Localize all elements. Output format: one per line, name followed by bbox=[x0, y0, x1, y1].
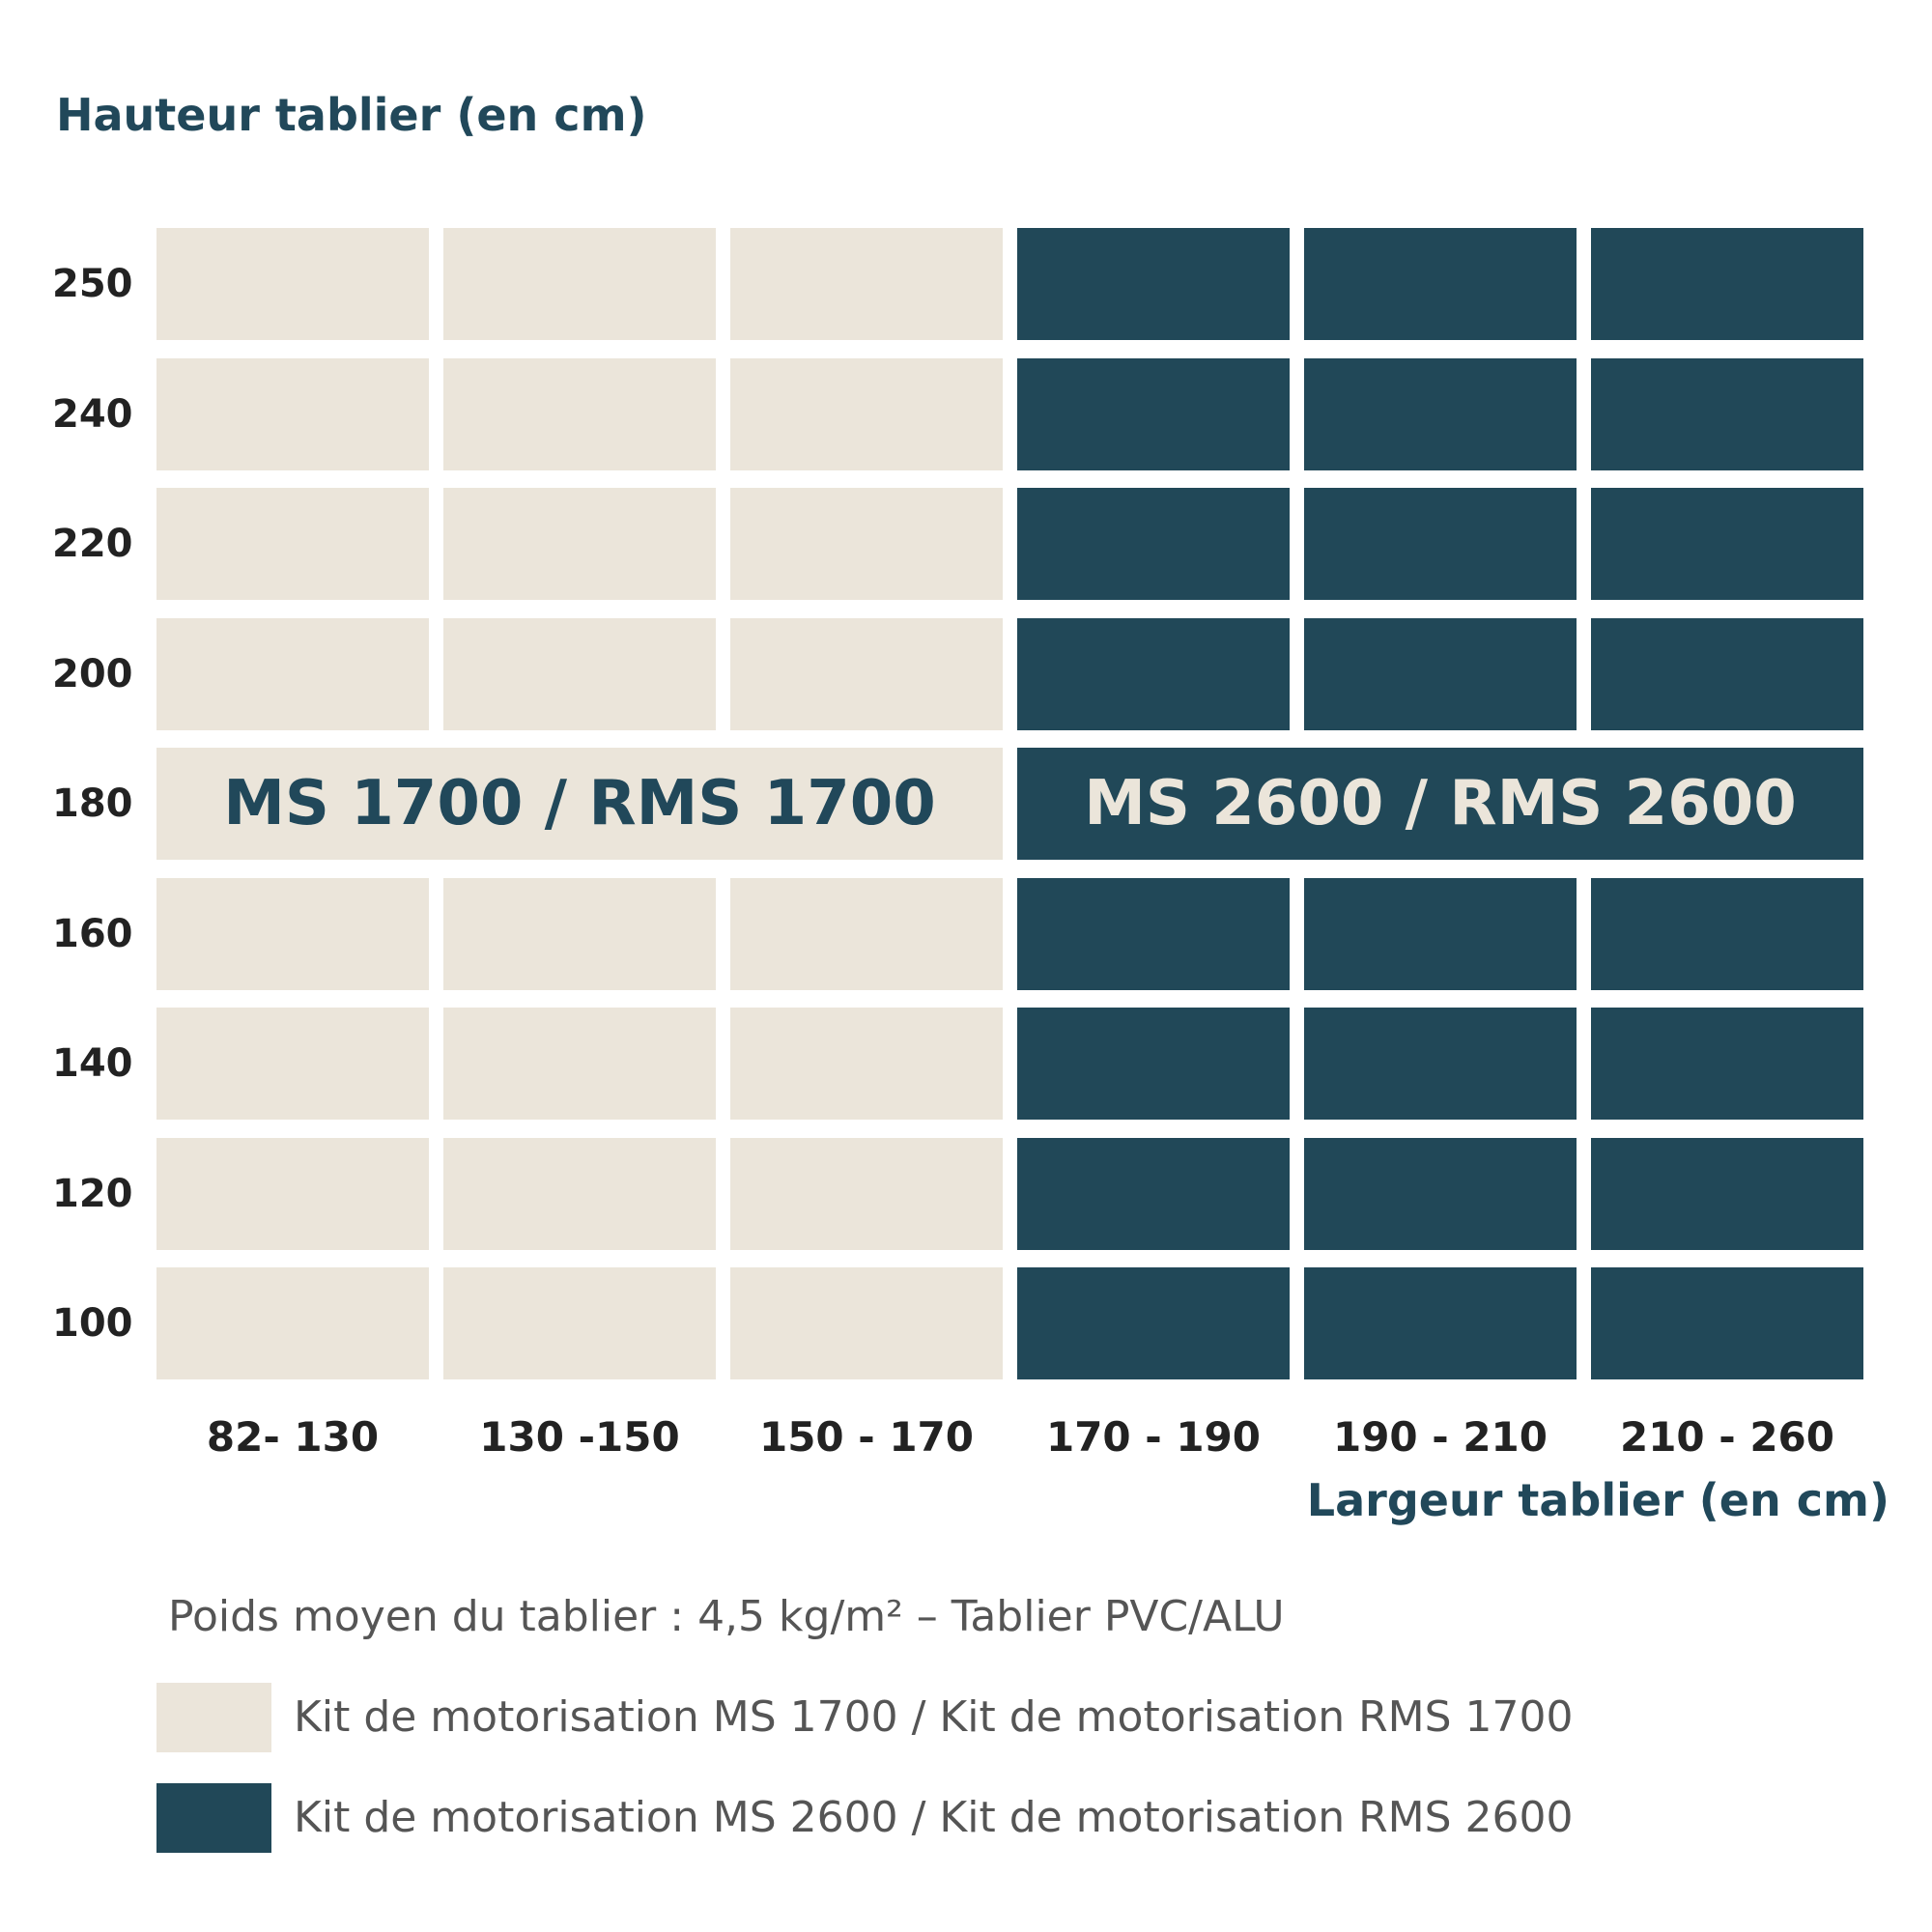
heatmap-cell bbox=[1591, 617, 1863, 730]
x-axis-title: Largeur tablier (en cm) bbox=[1306, 1474, 1889, 1526]
y-tick-label: 160 bbox=[52, 911, 133, 956]
heatmap-cell bbox=[443, 1137, 716, 1250]
heatmap-cell bbox=[1591, 1267, 1863, 1379]
heatmap-cell bbox=[1017, 877, 1290, 990]
heatmap-cell bbox=[1017, 357, 1290, 470]
heatmap-cell bbox=[730, 1008, 1003, 1120]
x-tick-label: 210 - 260 bbox=[1619, 1413, 1835, 1461]
heatmap-cell bbox=[156, 877, 429, 990]
x-tick-label: 150 - 170 bbox=[758, 1413, 975, 1461]
legend-label-ms2600: Kit de motorisation MS 2600 / Kit de mot… bbox=[294, 1793, 1574, 1842]
heatmap-cell bbox=[443, 357, 716, 470]
heatmap-cell bbox=[1017, 1008, 1290, 1120]
heatmap-cell bbox=[1304, 357, 1577, 470]
heatmap-cell bbox=[730, 1137, 1003, 1250]
heatmap-cell bbox=[1304, 877, 1577, 990]
x-tick-label: 82- 130 bbox=[206, 1413, 380, 1461]
heatmap-cell bbox=[1591, 228, 1863, 340]
heatmap-cell bbox=[156, 1137, 429, 1250]
heatmap-cell bbox=[1017, 228, 1290, 340]
heatmap-cell bbox=[730, 488, 1003, 600]
heatmap-cell bbox=[730, 877, 1003, 990]
y-tick-label: 140 bbox=[52, 1041, 133, 1086]
legend-swatch-ms2600 bbox=[156, 1783, 271, 1853]
band-label-ms1700: MS 1700 / RMS 1700 bbox=[156, 748, 1003, 860]
legend-label-ms1700: Kit de motorisation MS 1700 / Kit de mot… bbox=[294, 1692, 1574, 1742]
heatmap-cell bbox=[1017, 1137, 1290, 1250]
x-tick-label: 130 -150 bbox=[479, 1413, 680, 1461]
heatmap-cell bbox=[1591, 1137, 1863, 1250]
heatmap-cell bbox=[443, 488, 716, 600]
y-tick-label: 250 bbox=[52, 262, 133, 306]
heatmap-cell bbox=[156, 1008, 429, 1120]
heatmap-cell bbox=[1591, 488, 1863, 600]
heatmap-cell bbox=[443, 617, 716, 730]
heatmap-cell bbox=[730, 1267, 1003, 1379]
heatmap-cell bbox=[730, 228, 1003, 340]
y-tick-label: 180 bbox=[52, 781, 133, 826]
y-tick-label: 200 bbox=[52, 651, 133, 696]
heatmap-cell bbox=[156, 617, 429, 730]
heatmap-cell bbox=[1304, 1008, 1577, 1120]
heatmap-cell bbox=[443, 1267, 716, 1379]
heatmap-cell bbox=[1591, 357, 1863, 470]
heatmap-cell bbox=[730, 357, 1003, 470]
heatmap-cell bbox=[443, 877, 716, 990]
legend-swatch-ms1700 bbox=[156, 1683, 271, 1752]
heatmap-cell bbox=[156, 1267, 429, 1379]
y-tick-label: 220 bbox=[52, 522, 133, 566]
heatmap-cell bbox=[1017, 617, 1290, 730]
heatmap-cell bbox=[156, 357, 429, 470]
heatmap-cell bbox=[156, 488, 429, 600]
y-tick-label: 240 bbox=[52, 391, 133, 437]
x-tick-label: 190 - 210 bbox=[1332, 1413, 1548, 1461]
x-tick-label: 170 - 190 bbox=[1045, 1413, 1262, 1461]
band-label-ms2600: MS 2600 / RMS 2600 bbox=[1017, 748, 1863, 860]
heatmap-cell bbox=[1304, 1267, 1577, 1379]
weight-note: Poids moyen du tablier : 4,5 kg/m² – Tab… bbox=[168, 1592, 1285, 1641]
y-tick-label: 100 bbox=[52, 1301, 133, 1346]
heatmap-cell bbox=[156, 228, 429, 340]
heatmap-cell bbox=[1304, 617, 1577, 730]
heatmap-cell bbox=[1304, 1137, 1577, 1250]
heatmap-cell bbox=[1304, 228, 1577, 340]
heatmap-cell bbox=[1304, 488, 1577, 600]
heatmap-cell bbox=[730, 617, 1003, 730]
heatmap-cell bbox=[1591, 1008, 1863, 1120]
heatmap-cell bbox=[1591, 877, 1863, 990]
heatmap-cell bbox=[443, 1008, 716, 1120]
heatmap-cell bbox=[1017, 1267, 1290, 1379]
heatmap-cell bbox=[1017, 488, 1290, 600]
y-tick-label: 120 bbox=[52, 1171, 133, 1216]
heatmap-cell bbox=[443, 228, 716, 340]
y-axis-title: Hauteur tablier (en cm) bbox=[56, 89, 647, 141]
